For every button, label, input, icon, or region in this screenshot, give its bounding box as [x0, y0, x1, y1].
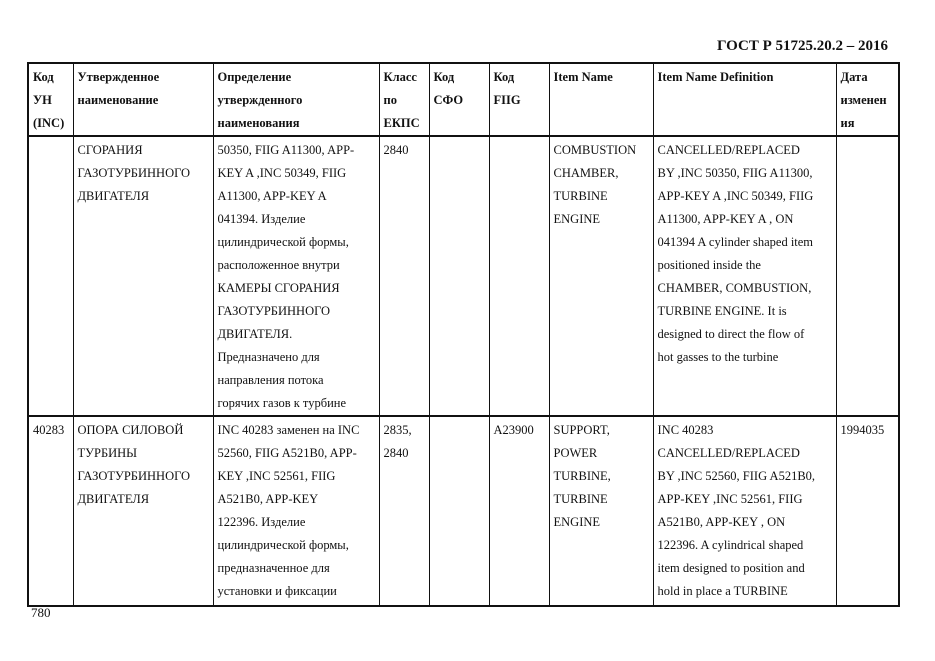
page-number: 780 — [31, 605, 51, 620]
cell-ekps-class: 2835, 2840 — [378, 415, 430, 607]
col-header-item-name: Item Name — [548, 62, 654, 137]
data-table: Код УН (INC) Утвержденное наименование О… — [27, 62, 900, 607]
cell-approved-name: СГОРАНИЯ ГАЗОТУРБИННОГО ДВИГАТЕЛЯ — [72, 135, 214, 417]
document-id: ГОСТ Р 51725.20.2 – 2016 — [716, 38, 888, 54]
cell-fiig-code — [488, 135, 550, 417]
cell-item-name-definition: INC 40283 CANCELLED/REPLACED BY ,INC 525… — [652, 415, 837, 607]
table-header-row: Код УН (INC) Утвержденное наименование О… — [27, 62, 900, 137]
cell-item-name: SUPPORT, POWER TURBINE, TURBINE ENGINE — [548, 415, 654, 607]
col-header-sfo-code: Код СФО — [428, 62, 490, 137]
col-header-inc: Код УН (INC) — [27, 62, 74, 137]
col-header-fiig-code: Код FIIG — [488, 62, 550, 137]
col-header-definition: Определение утвержденного наименования — [212, 62, 380, 137]
cell-sfo-code — [428, 135, 490, 417]
col-header-change-date: Дата изменен ия — [835, 62, 900, 137]
cell-approved-name: ОПОРА СИЛОВОЙ ТУРБИНЫ ГАЗОТУРБИННОГО ДВИ… — [72, 415, 214, 607]
cell-inc: 40283 — [27, 415, 74, 607]
cell-fiig-code: A23900 — [488, 415, 550, 607]
cell-sfo-code — [428, 415, 490, 607]
cell-definition: 50350, FIIG A11300, APP- KEY A ,INC 5034… — [212, 135, 380, 417]
col-header-approved-name: Утвержденное наименование — [72, 62, 214, 137]
col-header-ekps-class: Класс по ЕКПС — [378, 62, 430, 137]
cell-inc — [27, 135, 74, 417]
cell-ekps-class: 2840 — [378, 135, 430, 417]
cell-change-date — [835, 135, 900, 417]
cell-definition: INC 40283 заменен на INC 52560, FIIG A52… — [212, 415, 380, 607]
table-row: СГОРАНИЯ ГАЗОТУРБИННОГО ДВИГАТЕЛЯ 50350,… — [27, 135, 900, 417]
cell-change-date: 1994035 — [835, 415, 900, 607]
table-row: 40283 ОПОРА СИЛОВОЙ ТУРБИНЫ ГАЗОТУРБИННО… — [27, 415, 900, 607]
col-header-item-name-definition: Item Name Definition — [652, 62, 837, 137]
cell-item-name: COMBUSTION CHAMBER, TURBINE ENGINE — [548, 135, 654, 417]
cell-item-name-definition: CANCELLED/REPLACED BY ,INC 50350, FIIG A… — [652, 135, 837, 417]
